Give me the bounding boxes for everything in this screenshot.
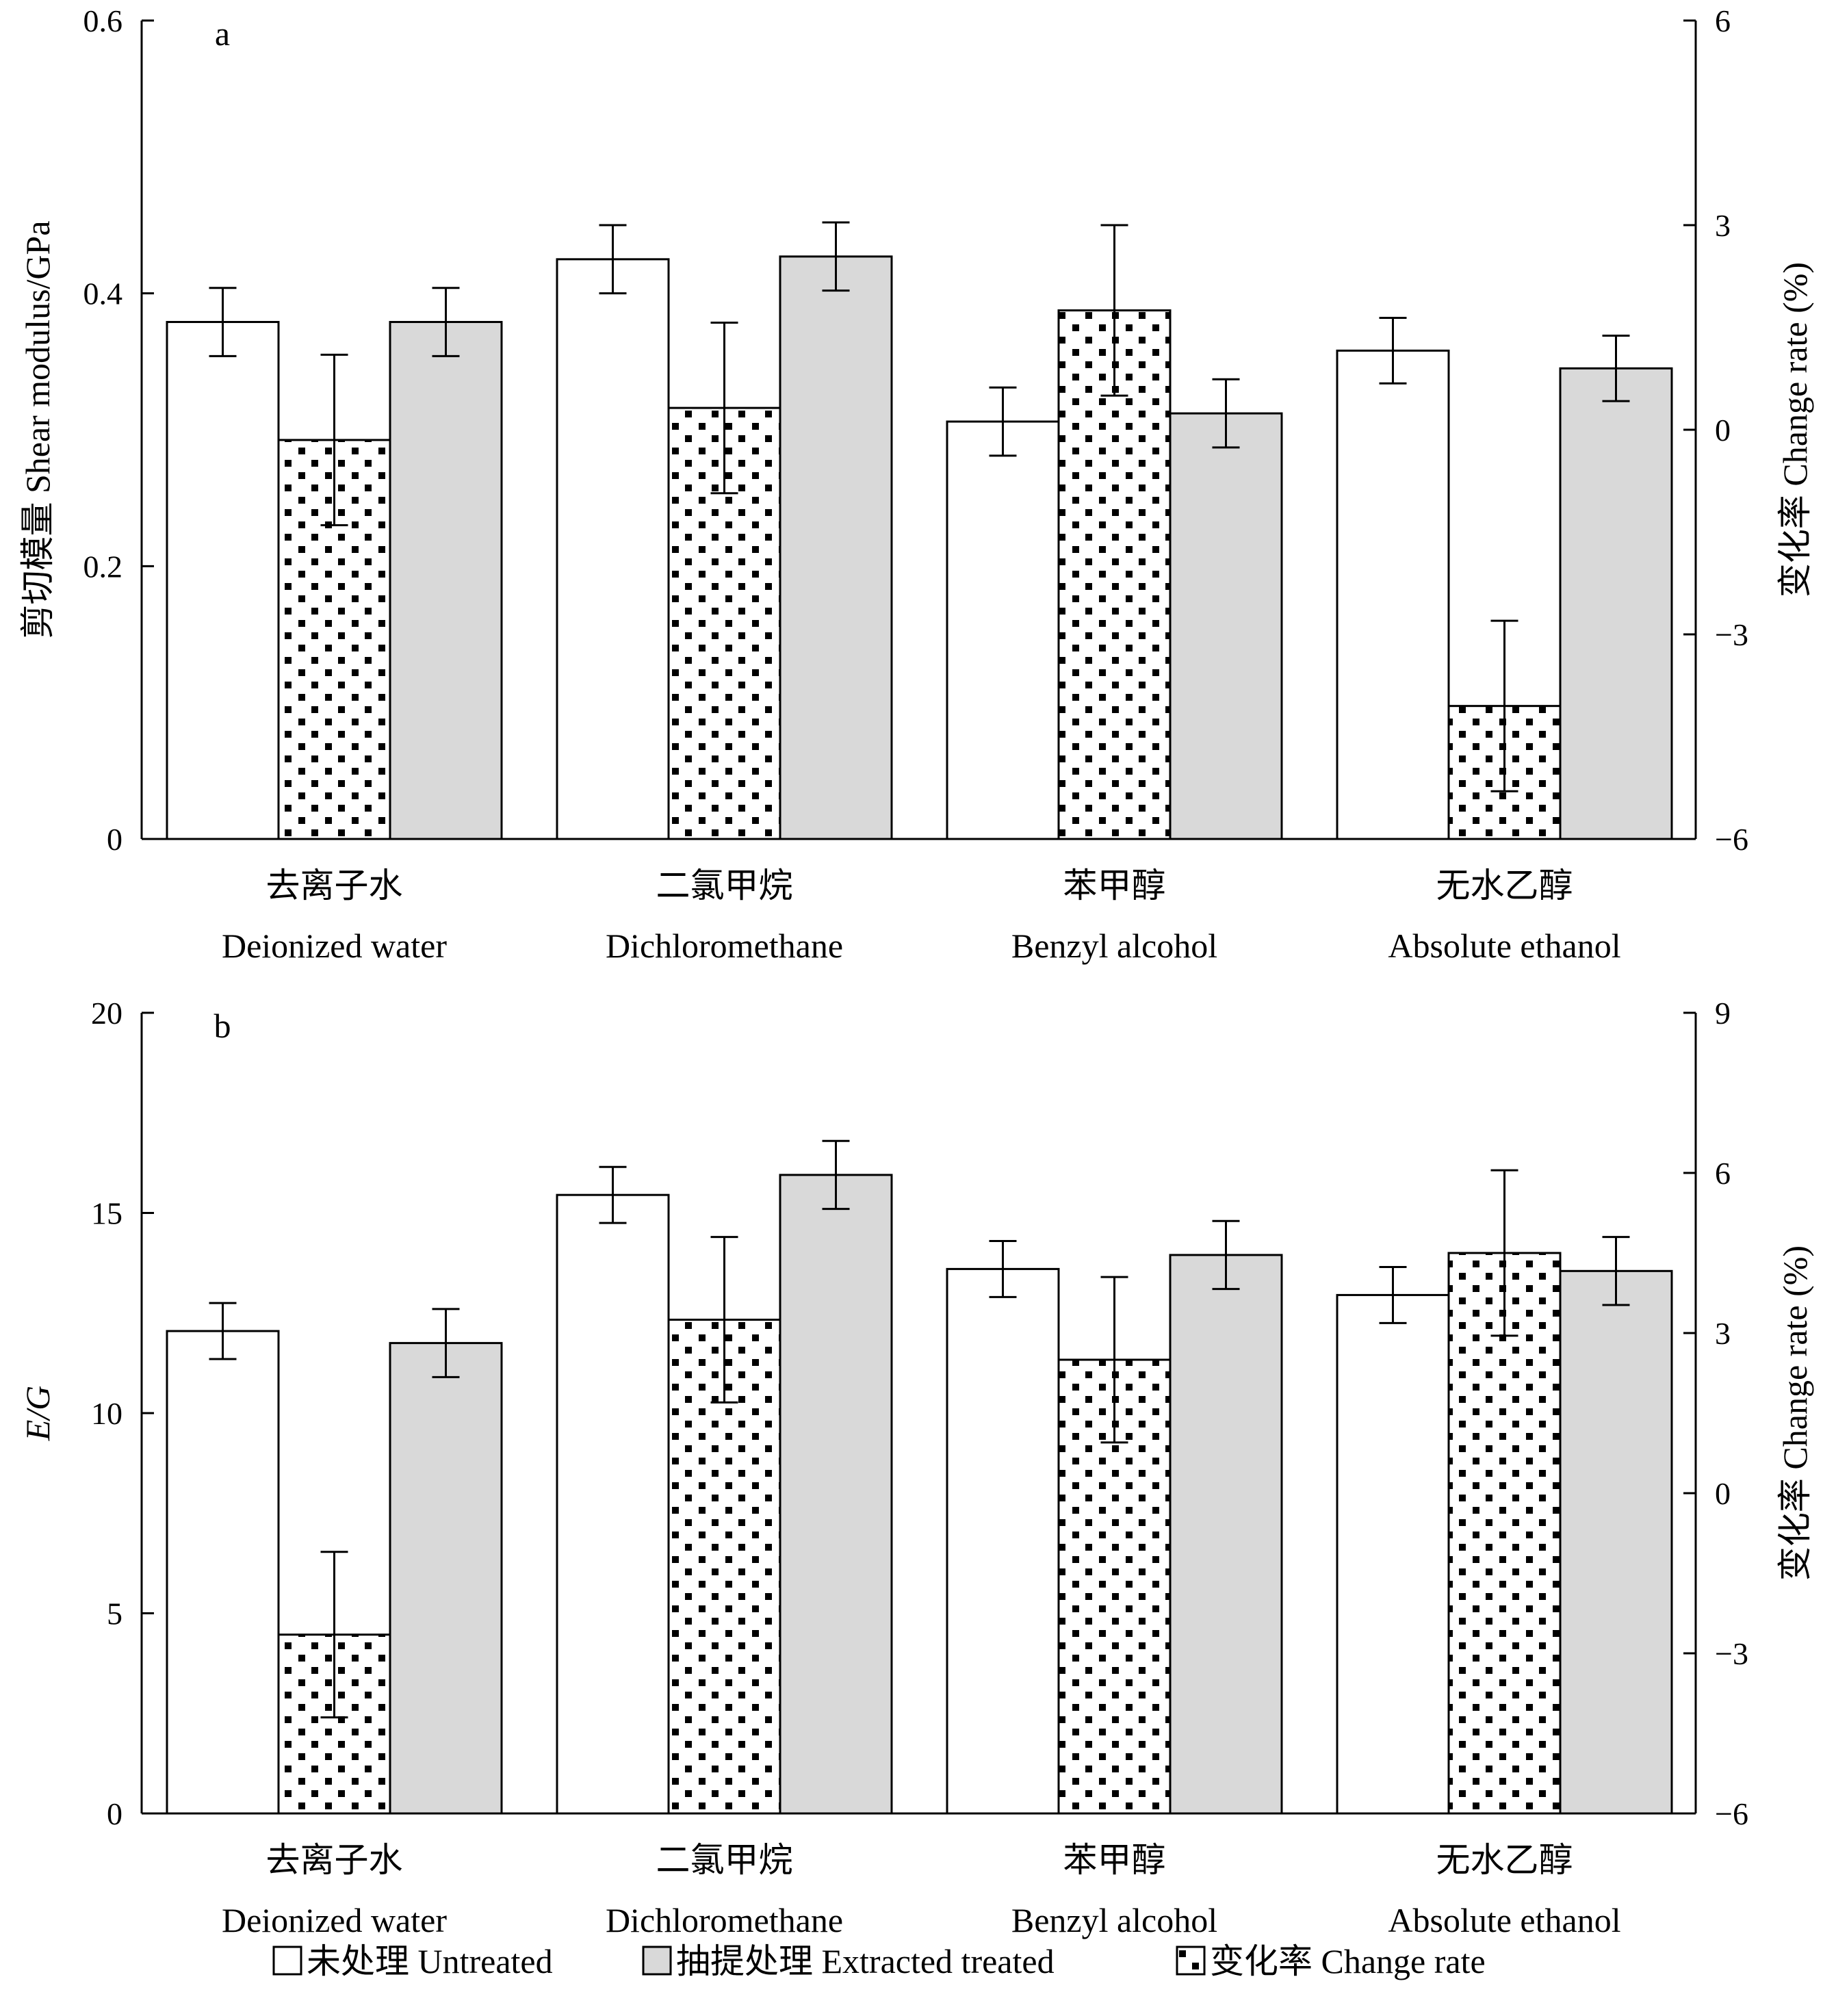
extracted-bar <box>389 321 503 840</box>
left-axis-title: 剪切模量 Shear modulus/GPa <box>18 220 57 638</box>
untreated-bar <box>946 420 1060 840</box>
legend: 未处理 Untreated 抽提处理 Extracted treated 变化率 C… <box>272 1942 1486 1980</box>
extracted-bar <box>779 255 893 840</box>
right-tick-label: 6 <box>1715 3 1731 38</box>
category-label-zh: 去离子水 <box>266 866 403 905</box>
category-label-zh: 二氯甲烷 <box>656 1841 793 1879</box>
panel-label: b <box>214 1007 231 1045</box>
extracted-bar <box>1559 367 1673 840</box>
category-label-en: Deionized water <box>222 1901 447 1939</box>
right-tick-label: −3 <box>1715 617 1748 652</box>
untreated-bar <box>946 1267 1060 1815</box>
extracted-bar <box>779 1174 893 1815</box>
left-tick-label: 0.6 <box>83 3 123 38</box>
category-label-en: Benzyl alcohol <box>1011 1901 1217 1939</box>
left-axis-title: E/G <box>18 1386 57 1442</box>
right-tick-label: −6 <box>1715 1796 1748 1831</box>
change-rate-bar <box>1057 309 1172 840</box>
right-tick-label: 0 <box>1715 413 1731 448</box>
right-axis-title: 变化率 Change rate (%) <box>1776 1245 1814 1581</box>
change-rate-bar <box>1447 1252 1562 1815</box>
category-label-en: Dichloromethane <box>606 1901 843 1939</box>
legend-label: 抽提处理 Extracted treated <box>676 1942 1055 1980</box>
legend-swatch <box>642 1946 672 1976</box>
category-label-zh: 苯甲醇 <box>1063 1841 1166 1879</box>
category-label-zh: 无水乙醇 <box>1436 866 1573 905</box>
extracted-bar <box>1169 412 1283 840</box>
left-tick-label: 20 <box>91 996 122 1031</box>
left-tick-label: 10 <box>91 1396 122 1431</box>
category-label-en: Dichloromethane <box>606 927 843 965</box>
right-tick-label: 9 <box>1715 996 1731 1031</box>
panel-a-chart: 0 0.2 0.4 0.6 −6 −3 0 3 6 a 剪切模量 Shear modulus/GPa… <box>18 3 1814 965</box>
left-tick-label: 0 <box>107 822 122 857</box>
panel-b-chart: 0 5 10 15 20 −6 −3 0 3 6 9 b E/G 变化率 Change rate (%) 去… <box>18 996 1814 1939</box>
right-tick-label: 6 <box>1715 1156 1731 1191</box>
untreated-bar <box>166 1330 280 1815</box>
untreated-bar <box>556 1193 670 1815</box>
right-axis-title: 变化率 Change rate (%) <box>1776 262 1814 597</box>
extracted-bar <box>1169 1254 1283 1815</box>
category-label-zh: 去离子水 <box>266 1841 403 1879</box>
category-label-en: Absolute ethanol <box>1388 927 1620 965</box>
category-label-en: Benzyl alcohol <box>1011 927 1217 965</box>
untreated-bar <box>1336 1293 1450 1815</box>
category-label-en: Absolute ethanol <box>1388 1901 1620 1939</box>
category-label-zh: 无水乙醇 <box>1436 1841 1573 1879</box>
right-tick-label: −6 <box>1715 822 1748 857</box>
left-tick-label: 15 <box>91 1196 122 1231</box>
left-tick-label: 0.2 <box>83 549 123 584</box>
extracted-bar <box>1559 1269 1673 1815</box>
category-label-zh: 苯甲醇 <box>1063 866 1166 905</box>
category-label-zh: 二氯甲烷 <box>656 866 793 905</box>
panel-label: a <box>215 14 230 53</box>
left-tick-label: 0.4 <box>83 276 123 311</box>
category-label-en: Deionized water <box>222 927 447 965</box>
untreated-bar <box>166 321 280 840</box>
untreated-bar <box>1336 349 1450 840</box>
legend-label: 未处理 Untreated <box>307 1942 553 1980</box>
right-tick-label: 3 <box>1715 208 1731 243</box>
extracted-bar <box>389 1342 503 1815</box>
legend-swatch <box>272 1946 302 1976</box>
legend-swatch <box>1176 1946 1206 1976</box>
right-tick-label: 3 <box>1715 1316 1731 1351</box>
left-tick-label: 0 <box>107 1796 122 1831</box>
legend-label: 变化率 Change rate <box>1210 1942 1486 1980</box>
right-tick-label: 0 <box>1715 1476 1731 1511</box>
right-tick-label: −3 <box>1715 1636 1748 1671</box>
left-tick-label: 5 <box>107 1597 122 1631</box>
untreated-bar <box>556 258 670 840</box>
